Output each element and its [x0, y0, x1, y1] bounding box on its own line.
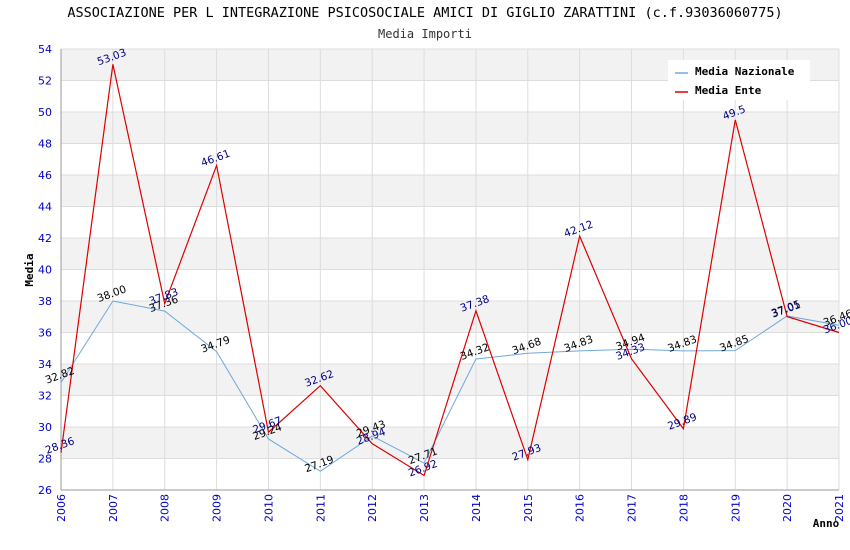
x-tick-label: 2021 — [833, 494, 846, 522]
series-line-nazionale — [60, 300, 840, 472]
x-tick-label: 2019 — [729, 494, 742, 522]
x-tick-label: 2013 — [418, 494, 431, 522]
x-tick-label: 2008 — [159, 494, 172, 522]
y-tick-label: 32 — [38, 390, 52, 403]
x-tick-label: 2018 — [677, 494, 690, 522]
legend-label-nazionale: Media Nazionale — [695, 65, 795, 78]
x-tick-label: 2009 — [211, 494, 224, 522]
plot-band — [61, 238, 839, 270]
plot-band — [61, 175, 839, 207]
x-tick-label: 2016 — [574, 494, 587, 522]
y-tick-label: 34 — [38, 358, 52, 371]
x-tick-label: 2012 — [366, 494, 379, 522]
x-tick-label: 2006 — [55, 494, 68, 522]
plot-band — [61, 143, 839, 175]
x-tick-label: 2007 — [107, 494, 120, 522]
x-tick-label: 2015 — [522, 494, 535, 522]
plot-band — [61, 112, 839, 144]
y-tick-label: 54 — [38, 43, 52, 56]
x-axis-label: Anno — [813, 517, 840, 530]
plot-band — [61, 427, 839, 459]
legend-label-ente: Media Ente — [695, 84, 762, 97]
legend: Media Nazionale Media Ente — [668, 60, 810, 100]
x-tick-label: 2010 — [262, 494, 275, 522]
y-tick-label: 30 — [38, 421, 52, 434]
legend-box — [668, 60, 810, 100]
y-axis-ticks: 26 28 30 32 34 36 38 40 42 44 46 48 50 52 54 — [38, 43, 52, 497]
y-tick-label: 36 — [38, 327, 52, 340]
y-tick-label: 50 — [38, 106, 52, 119]
plot-band — [61, 206, 839, 238]
plot-band — [61, 364, 839, 396]
grid-lines — [60, 48, 840, 491]
series-line-ente — [60, 64, 840, 477]
y-tick-label: 42 — [38, 232, 52, 245]
chart-title: ASSOCIAZIONE PER L INTEGRAZIONE PSICOSOC… — [67, 5, 783, 21]
y-tick-label: 48 — [38, 138, 52, 151]
series-lines — [60, 64, 840, 477]
y-tick-label: 40 — [38, 264, 52, 277]
x-tick-label: 2020 — [781, 494, 794, 522]
x-axis-ticks: 2006 2007 2008 2009 2010 2011 2012 2013 2014 2015… — [55, 494, 846, 522]
x-tick-label: 2011 — [314, 494, 327, 522]
x-tick-label: 2017 — [626, 494, 639, 522]
y-tick-label: 26 — [38, 484, 52, 497]
x-tick-label: 2014 — [470, 494, 483, 522]
chart-subtitle: Media Importi — [378, 27, 472, 41]
plot-band — [61, 458, 839, 490]
plot-bands — [61, 49, 839, 490]
y-axis-label: Media — [23, 253, 36, 286]
y-tick-label: 44 — [38, 201, 52, 214]
plot-band — [61, 332, 839, 364]
y-tick-label: 28 — [38, 453, 52, 466]
y-tick-label: 38 — [38, 295, 52, 308]
y-tick-label: 52 — [38, 75, 52, 88]
y-tick-label: 46 — [38, 169, 52, 182]
plot-band — [61, 301, 839, 333]
